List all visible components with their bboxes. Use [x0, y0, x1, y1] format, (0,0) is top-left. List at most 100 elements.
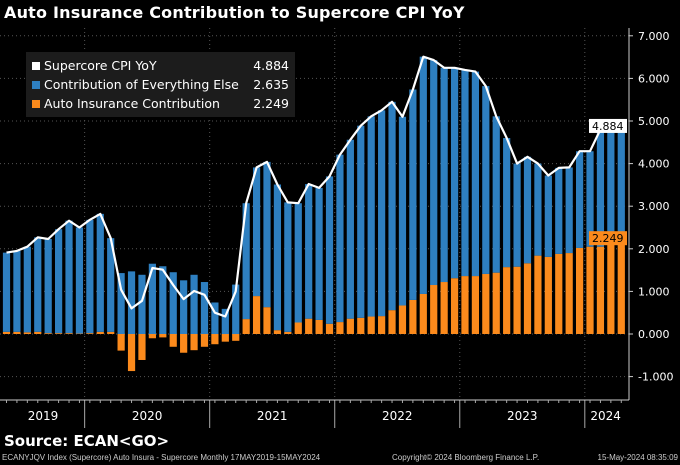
bar-everything-else [482, 86, 490, 274]
bar-auto-insurance [336, 322, 344, 334]
bar-everything-else [503, 138, 511, 268]
bar-everything-else [273, 184, 282, 331]
bar-auto-insurance [461, 276, 469, 334]
bar-everything-else [398, 116, 407, 306]
bar-everything-else [617, 125, 625, 239]
chart-title: Auto Insurance Contribution to Supercore… [4, 3, 465, 22]
bar-everything-else [388, 101, 396, 311]
bar-everything-else [607, 128, 615, 240]
bar-auto-insurance [127, 334, 136, 372]
footer-copyright: Copyright© 2024 Bloomberg Finance L.P. [392, 453, 540, 462]
bar-auto-insurance [378, 316, 386, 334]
bar-everything-else [284, 202, 292, 332]
bar-auto-insurance [513, 266, 521, 334]
legend-value: 2.635 [253, 77, 289, 92]
bar-auto-insurance [86, 333, 94, 334]
y-tick-label: 6.000 [638, 72, 670, 85]
bar-auto-insurance [482, 273, 490, 334]
bar-everything-else [294, 203, 302, 323]
bar-auto-insurance [492, 272, 500, 334]
x-year-label: 2019 [28, 409, 59, 423]
bar-auto-insurance [107, 331, 115, 334]
legend-item-auto-insurance: Auto Insurance Contribution 2.249 [32, 94, 289, 113]
bar-auto-insurance [13, 331, 21, 334]
bar-everything-else [13, 250, 21, 332]
bar-everything-else [180, 280, 188, 334]
bar-everything-else [471, 71, 479, 277]
y-tick-label: -1.000 [638, 371, 673, 384]
x-year-label: 2024 [590, 409, 621, 423]
legend-label: Supercore CPI YoY [44, 58, 157, 73]
bar-auto-insurance [586, 246, 594, 334]
legend-value: 2.249 [253, 96, 289, 111]
last-value-label: 4.884 [592, 120, 624, 133]
bar-auto-insurance [138, 334, 146, 360]
x-year-label: 2021 [257, 409, 288, 423]
bar-auto-insurance [430, 285, 438, 334]
bar-everything-else [138, 274, 146, 334]
bar-everything-else [357, 125, 365, 318]
bar-everything-else [492, 116, 500, 273]
last-value-badge-auto [589, 231, 627, 246]
bar-everything-else [200, 282, 209, 334]
bar-auto-insurance [2, 331, 11, 334]
bar-everything-else [252, 167, 261, 297]
bar-auto-insurance [503, 267, 511, 334]
bar-auto-insurance [596, 246, 605, 334]
y-tick-label: 1.000 [638, 285, 670, 298]
source-label: Source: ECAN<GO> [4, 432, 170, 450]
x-year-label: 2023 [507, 409, 538, 423]
bar-everything-else [325, 176, 334, 324]
bar-everything-else [450, 67, 459, 279]
bar-everything-else [461, 69, 469, 277]
bar-everything-else [378, 110, 386, 317]
bar-everything-else [242, 203, 250, 320]
bar-auto-insurance [555, 253, 563, 334]
bar-everything-else [440, 67, 448, 283]
legend-item-everything-else: Contribution of Everything Else 2.635 [32, 75, 289, 94]
bar-auto-insurance [576, 247, 584, 334]
bar-auto-insurance [346, 318, 354, 334]
bar-auto-insurance [315, 319, 323, 334]
bar-everything-else [367, 116, 375, 317]
bar-everything-else [107, 238, 115, 332]
bar-auto-insurance [96, 331, 104, 334]
bar-everything-else [576, 151, 584, 248]
bar-auto-insurance [232, 334, 240, 341]
bar-auto-insurance [534, 255, 542, 334]
bar-everything-else [232, 284, 240, 334]
bar-everything-else [346, 139, 354, 319]
bar-auto-insurance [23, 332, 31, 334]
bar-everything-else [586, 151, 594, 247]
bar-everything-else [336, 154, 344, 323]
bar-auto-insurance [440, 282, 448, 334]
legend-item-supercore: Supercore CPI YoY 4.884 [32, 56, 289, 75]
legend-label: Contribution of Everything Else [44, 77, 239, 92]
bar-everything-else [169, 272, 177, 334]
bar-auto-insurance [565, 253, 573, 334]
bar-auto-insurance [357, 317, 365, 334]
footer-ticker: ECANYJQV Index (Supercore) Auto Insura -… [2, 453, 321, 462]
bar-auto-insurance [55, 333, 63, 334]
y-tick-label: 4.000 [638, 158, 670, 171]
bar-auto-insurance [273, 330, 282, 334]
bar-everything-else [23, 246, 31, 333]
legend-value: 4.884 [253, 58, 289, 73]
bar-auto-insurance [544, 256, 552, 334]
bar-everything-else [534, 163, 542, 256]
bar-auto-insurance [180, 334, 188, 353]
bar-everything-else [159, 266, 167, 334]
bar-auto-insurance [367, 316, 375, 334]
bar-auto-insurance [419, 293, 427, 334]
y-tick-label: 0.000 [638, 328, 670, 341]
bar-auto-insurance [159, 334, 167, 338]
bar-auto-insurance [148, 334, 156, 339]
last-value-label: 2.249 [592, 232, 624, 245]
bar-everything-else [96, 213, 104, 332]
y-tick-label: 2.000 [638, 243, 670, 256]
bar-everything-else [55, 229, 63, 334]
bar-everything-else [2, 252, 11, 332]
bar-everything-else [127, 271, 136, 334]
bar-auto-insurance [284, 331, 292, 334]
bar-everything-else [75, 227, 84, 334]
